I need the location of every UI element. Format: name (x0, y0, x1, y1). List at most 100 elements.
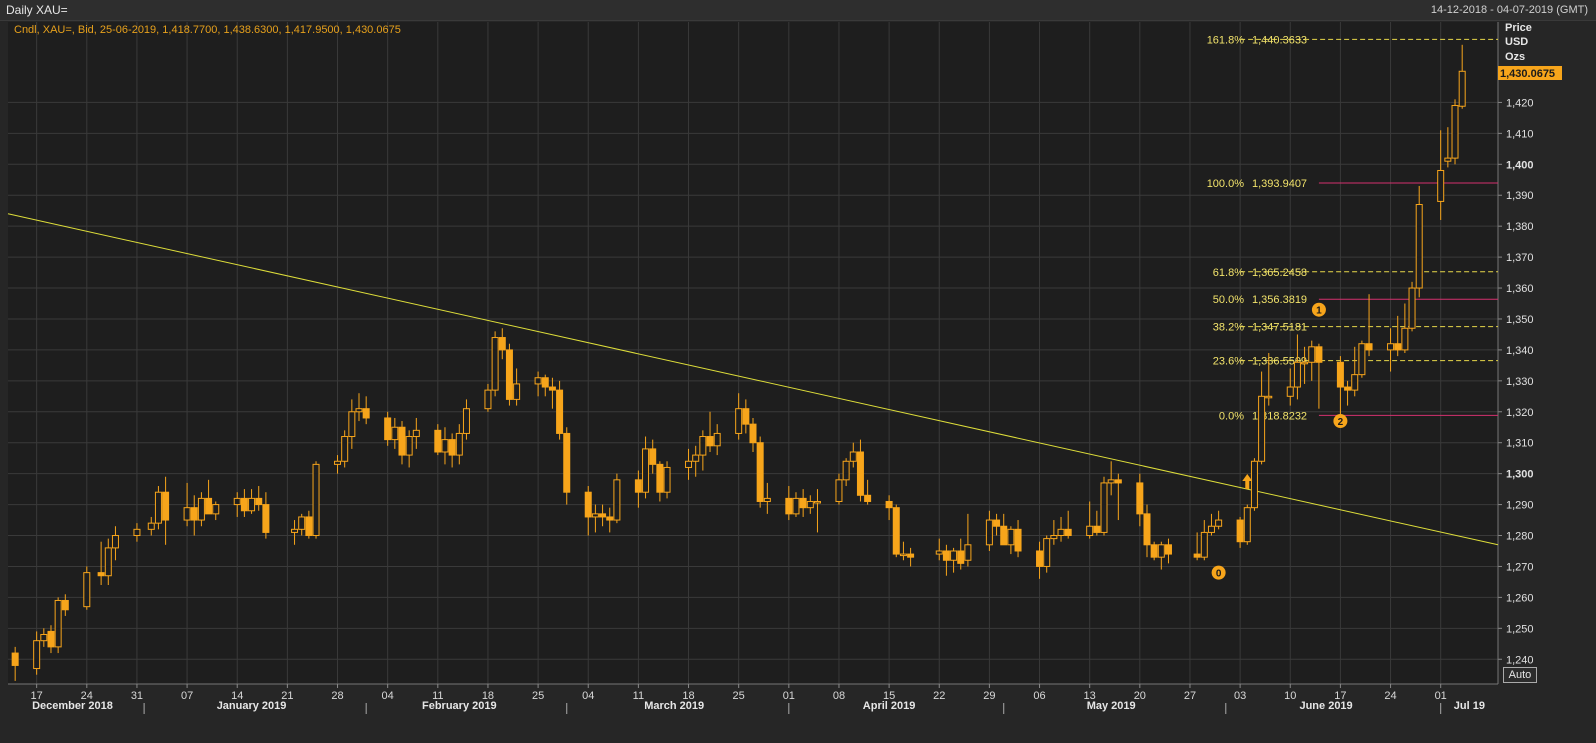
candle-body-down (1000, 525, 1008, 546)
candle (505, 343, 513, 406)
candle (341, 430, 349, 468)
candle-body-up (1387, 343, 1395, 351)
candle-body-up (312, 463, 320, 537)
candle-body-down (1193, 553, 1201, 558)
candle (785, 486, 793, 521)
candle (842, 458, 850, 487)
candle (1437, 130, 1445, 220)
candle (885, 495, 893, 521)
candle-body-down (864, 494, 872, 502)
candle (248, 489, 256, 514)
month-label: Jul 19 (1454, 700, 1485, 712)
candle-body-up (441, 439, 449, 453)
x-tick-label: 06 (1033, 690, 1045, 702)
candle-body-down (749, 423, 757, 444)
candle-body-down (1036, 550, 1044, 567)
candle-body-down (262, 504, 270, 533)
x-tick-label: 04 (382, 690, 394, 702)
x-axis: 17 24 31 07 14 21 28 04 11 18 25 04 11 18 25 01 08 15 22 29… (8, 683, 1498, 714)
candle-body-up (792, 497, 800, 515)
candle-body-up (54, 599, 62, 648)
candle-body-down (1394, 343, 1402, 351)
candle (1265, 353, 1273, 406)
candle-body-up (713, 432, 721, 447)
marker-circle (1211, 565, 1226, 580)
candle-body-up (849, 451, 857, 462)
candle (749, 417, 757, 452)
candle-body-up (613, 479, 621, 521)
candle (1301, 346, 1309, 384)
candle (1358, 340, 1366, 378)
candle (1394, 315, 1402, 357)
candle (1308, 340, 1316, 381)
candle-body-up (154, 491, 162, 524)
candle (1401, 303, 1409, 353)
candle (692, 445, 700, 477)
candle-body-down (240, 497, 248, 512)
trendline[interactable] (7, 213, 1499, 546)
candle-body-up (455, 432, 463, 456)
candle (556, 380, 564, 440)
candle-body-down (1344, 386, 1352, 391)
candle (1365, 294, 1373, 357)
candle (763, 482, 771, 514)
plot-area[interactable] (8, 22, 1498, 684)
month-label: January 2019 (217, 700, 287, 712)
candle (398, 421, 406, 465)
y-tick-label: 1,330 (1506, 376, 1534, 388)
candle-body-down (97, 572, 105, 577)
candle-body-down (942, 550, 950, 561)
candle-body-up (484, 389, 492, 410)
y-tick-label: 1,400 (1506, 159, 1534, 171)
candle-body-up (147, 522, 155, 530)
candles (11, 44, 1466, 681)
fib-level-label: 0.0% (1219, 410, 1244, 422)
candle (1200, 520, 1208, 561)
x-tick-label: 29 (983, 690, 995, 702)
candle-body-down (434, 429, 442, 453)
candle (312, 461, 320, 539)
x-tick-label: 01 (783, 690, 795, 702)
candle-body-up (1451, 105, 1459, 159)
candle-body-up (534, 377, 542, 385)
candle (61, 594, 69, 616)
candle (147, 516, 155, 536)
candle (484, 383, 492, 412)
auto-scale-button[interactable]: Auto (1503, 667, 1537, 683)
candle-body-down (1365, 343, 1373, 351)
candle (993, 513, 1001, 536)
x-tick-label: 07 (181, 690, 193, 702)
candle (348, 399, 356, 449)
candle (548, 377, 556, 409)
y-tick-label: 1,270 (1506, 561, 1534, 573)
axis-header-price: Price (1505, 22, 1532, 34)
candle (1286, 368, 1294, 406)
candle (1093, 510, 1101, 536)
candle (957, 538, 965, 570)
candle (11, 646, 19, 681)
candle (111, 526, 119, 561)
candle (334, 455, 342, 474)
candle-body-up (1100, 482, 1108, 533)
candle-body-up (842, 460, 850, 481)
candle-body-up (663, 466, 671, 493)
candle (713, 424, 721, 456)
candle-body-down (742, 408, 750, 425)
candle-body-up (405, 436, 413, 456)
candle (864, 479, 872, 505)
last-price-tag: 1,430.0675 (1498, 66, 1562, 80)
candle-body-down (756, 442, 764, 502)
axis-header-unit: Ozs (1505, 51, 1525, 63)
candle (806, 495, 814, 514)
y-tick-label: 1,260 (1506, 592, 1534, 604)
candle (83, 566, 91, 610)
candle-body-down (305, 516, 313, 537)
y-tick-label: 1,320 (1506, 407, 1534, 419)
title-bar: Daily XAU= 14-12-2018 - 04-07-2019 (GMT) (0, 0, 1596, 21)
candle (190, 495, 198, 536)
fibonacci-levels[interactable]: 161.8% 1,440.3633 100.0% 1,393.9407 61.8% 1,3… (1207, 34, 1498, 422)
candle (240, 489, 248, 517)
y-tick-label: 1,380 (1506, 221, 1534, 233)
candle-body-up (1215, 519, 1223, 527)
